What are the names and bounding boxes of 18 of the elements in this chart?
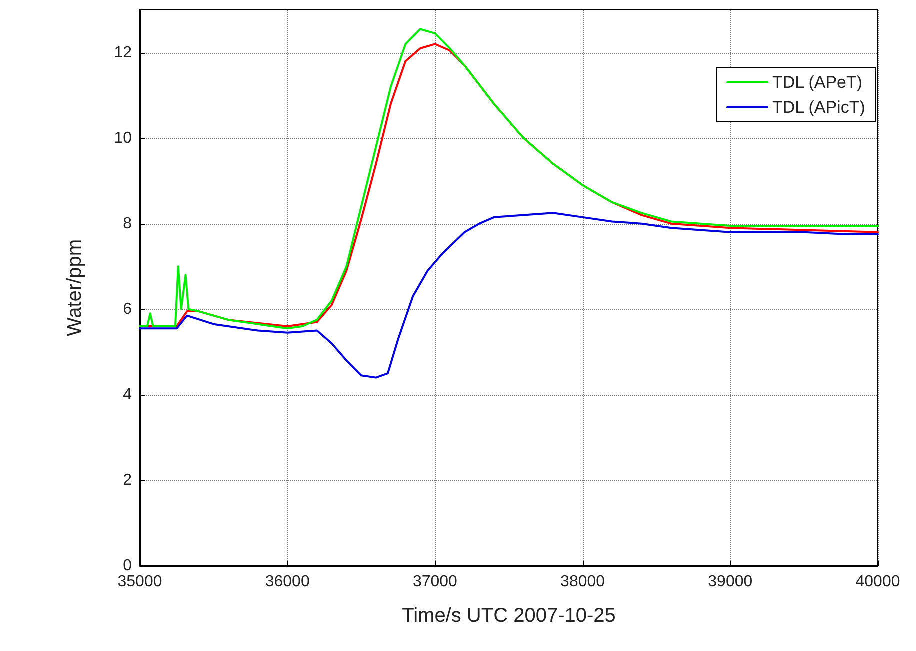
line-series	[139, 212, 879, 379]
x-tick-label: 38000	[560, 574, 606, 590]
x-tick-label: 37000	[412, 574, 458, 590]
y-tick-label: 12	[114, 44, 132, 62]
y-tick-label: 0	[123, 558, 132, 574]
y-tick-label: 6	[123, 300, 132, 318]
x-axis-title: Time/s UTC 2007-10-25	[402, 605, 616, 627]
x-tick-label: 39000	[708, 574, 753, 590]
y-tick-label: 8	[123, 215, 132, 232]
legend-label: TDL (APicT)	[772, 98, 866, 117]
y-tick-label: 2	[123, 472, 132, 489]
legend-label: TDL (APeT)	[772, 73, 863, 92]
x-tick-label: 40000	[856, 574, 900, 590]
y-tick-label: 10	[114, 130, 132, 147]
x-tick-label: 35000	[118, 574, 162, 590]
y-axis-title: Water/ppm	[64, 239, 86, 337]
x-tick-label: 36000	[265, 574, 310, 590]
y-tick-label: 4	[123, 386, 132, 404]
